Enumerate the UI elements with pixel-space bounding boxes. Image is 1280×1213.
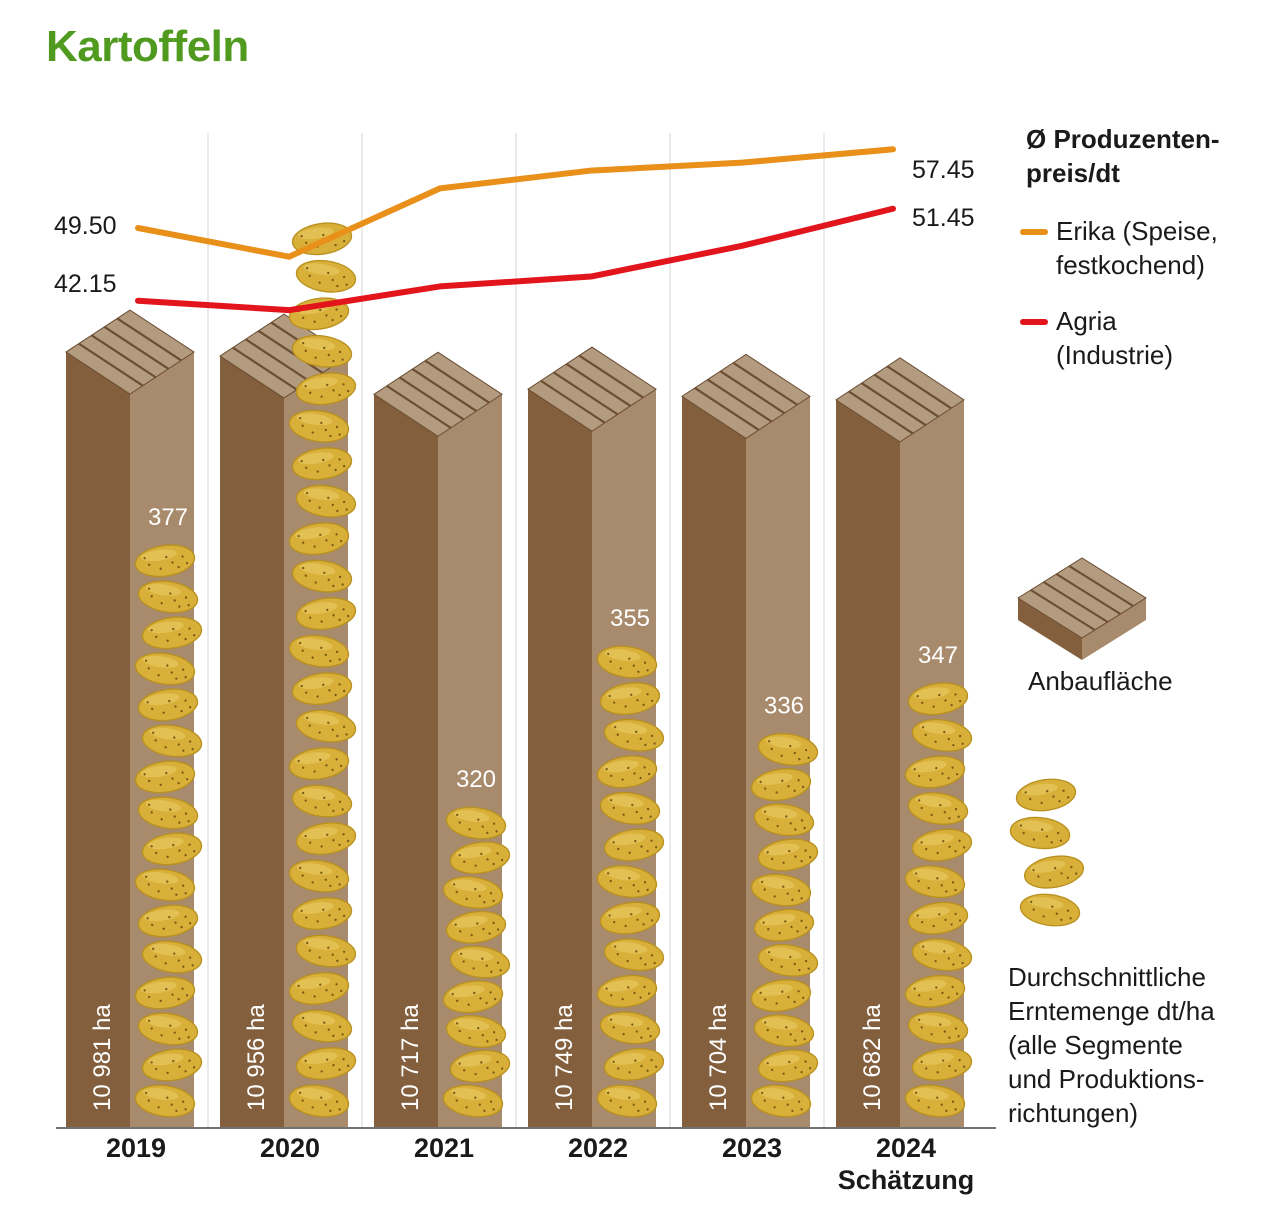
area-label: 10 717 ha: [397, 1004, 424, 1111]
area-column-top: [835, 357, 965, 443]
area-column-groove: [719, 370, 786, 415]
x-tick-label: 2022: [568, 1133, 628, 1163]
area-column-groove: [578, 354, 644, 399]
yield-value-label: 447: [302, 182, 342, 209]
x-tick-sublabel: Schätzung: [838, 1165, 975, 1195]
area-column-groove: [411, 368, 478, 412]
area-column-top: [681, 353, 811, 439]
yield-label-line4: und Produktions-: [1008, 1064, 1205, 1094]
area-label: 10 704 ha: [705, 1004, 732, 1111]
area-column-groove: [873, 373, 940, 418]
area-column-groove: [398, 376, 465, 421]
yield-label-line3: (alle Segmente: [1008, 1030, 1183, 1060]
area-column-groove: [848, 390, 914, 435]
area-column-groove: [386, 384, 452, 429]
x-tick-label: 2021: [414, 1133, 474, 1163]
price-legend-heading: Ø Produzenten- preis/dt: [1026, 122, 1266, 190]
area-column-front: [374, 394, 438, 1127]
area-column-front: [682, 396, 746, 1127]
area-column: [373, 351, 503, 1127]
area-column-front: [66, 352, 130, 1127]
area-column-groove: [706, 378, 773, 423]
yield-value-label: 355: [610, 605, 650, 632]
x-tick-label: 2020: [260, 1133, 320, 1163]
area-column-side: [438, 394, 502, 1127]
chart-title: Kartoffeln: [46, 22, 249, 71]
x-tick-label: 2024: [876, 1133, 936, 1163]
agria-end-label: 51.45: [912, 204, 975, 232]
area-column-groove: [232, 346, 298, 391]
area-column-groove: [565, 363, 632, 407]
erika-start-label: 49.50: [54, 212, 117, 240]
legend-potato-icon: [1021, 851, 1087, 893]
legend-yield-label: Durchschnittliche Erntemenge dt/ha (alle…: [1008, 960, 1268, 1130]
x-tick-label: 2023: [722, 1133, 782, 1163]
area-column-top: [373, 351, 503, 437]
yield-value-label: 347: [918, 642, 958, 669]
area-column-groove: [244, 338, 311, 383]
area-label: 10 682 ha: [859, 1004, 886, 1111]
area-column-groove: [424, 359, 490, 404]
erika-swatch: [1020, 229, 1048, 235]
legend-area-icon: [1017, 557, 1147, 660]
erika-label-line2: festkochend): [1056, 250, 1205, 280]
area-column-groove: [540, 379, 606, 424]
area-column-groove: [552, 371, 619, 416]
x-tick-label: 2019: [106, 1133, 166, 1163]
area-column-top: [65, 309, 195, 395]
legend-tile-groove: [1030, 589, 1096, 631]
agria-start-label: 42.15: [54, 270, 117, 298]
area-column-front: [528, 389, 592, 1127]
yield-value-label: 377: [148, 504, 188, 531]
legend-tile-front: [1018, 598, 1082, 660]
area-column-front: [220, 356, 284, 1127]
area-column-groove: [103, 325, 170, 370]
area-label: 10 956 ha: [243, 1004, 270, 1111]
area-column-groove: [90, 334, 157, 379]
area-column-groove: [694, 387, 760, 431]
area-column-groove: [886, 365, 952, 410]
yield-label-line1: Durchschnittliche: [1008, 962, 1206, 992]
legend-tile-groove: [1068, 565, 1134, 607]
area-column-groove: [257, 329, 324, 374]
legend-tile-side: [1082, 598, 1146, 660]
price-legend-heading-line2: preis/dt: [1026, 158, 1120, 188]
potato-mark: [293, 256, 359, 297]
area-label: 10 981 ha: [89, 1004, 116, 1111]
legend-tile-top: [1017, 557, 1147, 639]
agria-swatch: [1020, 319, 1048, 325]
legend-potato-icon: [1008, 813, 1072, 853]
erika-end-label: 57.45: [912, 156, 975, 184]
area-label: 10 749 ha: [551, 1004, 578, 1111]
yield-value-label: 336: [764, 692, 804, 719]
area-column-groove: [78, 342, 144, 387]
area-column-groove: [732, 361, 798, 406]
agria-label-line2: (Industrie): [1056, 340, 1174, 370]
yield-label-line5: richtungen): [1008, 1098, 1139, 1128]
yield-value-label: 320: [456, 766, 496, 793]
erika-price-line: [135, 146, 896, 260]
yield-label-line2: Erntemenge dt/ha: [1008, 996, 1215, 1026]
legend-potato-icon: [1013, 774, 1079, 816]
legend-area-label: Anbaufläche: [1028, 666, 1173, 696]
legend-potato-icon: [1017, 889, 1083, 931]
agria-price-line: [135, 205, 896, 314]
legend-tile-groove: [1043, 581, 1109, 623]
area-column: [527, 346, 657, 1127]
area-column-top: [527, 346, 657, 432]
agria-label-line1: Agria: [1056, 306, 1117, 336]
area-column-groove: [860, 382, 927, 426]
legend-tile-groove: [1055, 573, 1121, 615]
area-column-front: [836, 399, 900, 1127]
erika-label-line1: Erika (Speise,: [1056, 216, 1218, 246]
price-legend-heading-line1: Ø Produzenten-: [1026, 124, 1220, 154]
area-column-groove: [116, 317, 182, 362]
